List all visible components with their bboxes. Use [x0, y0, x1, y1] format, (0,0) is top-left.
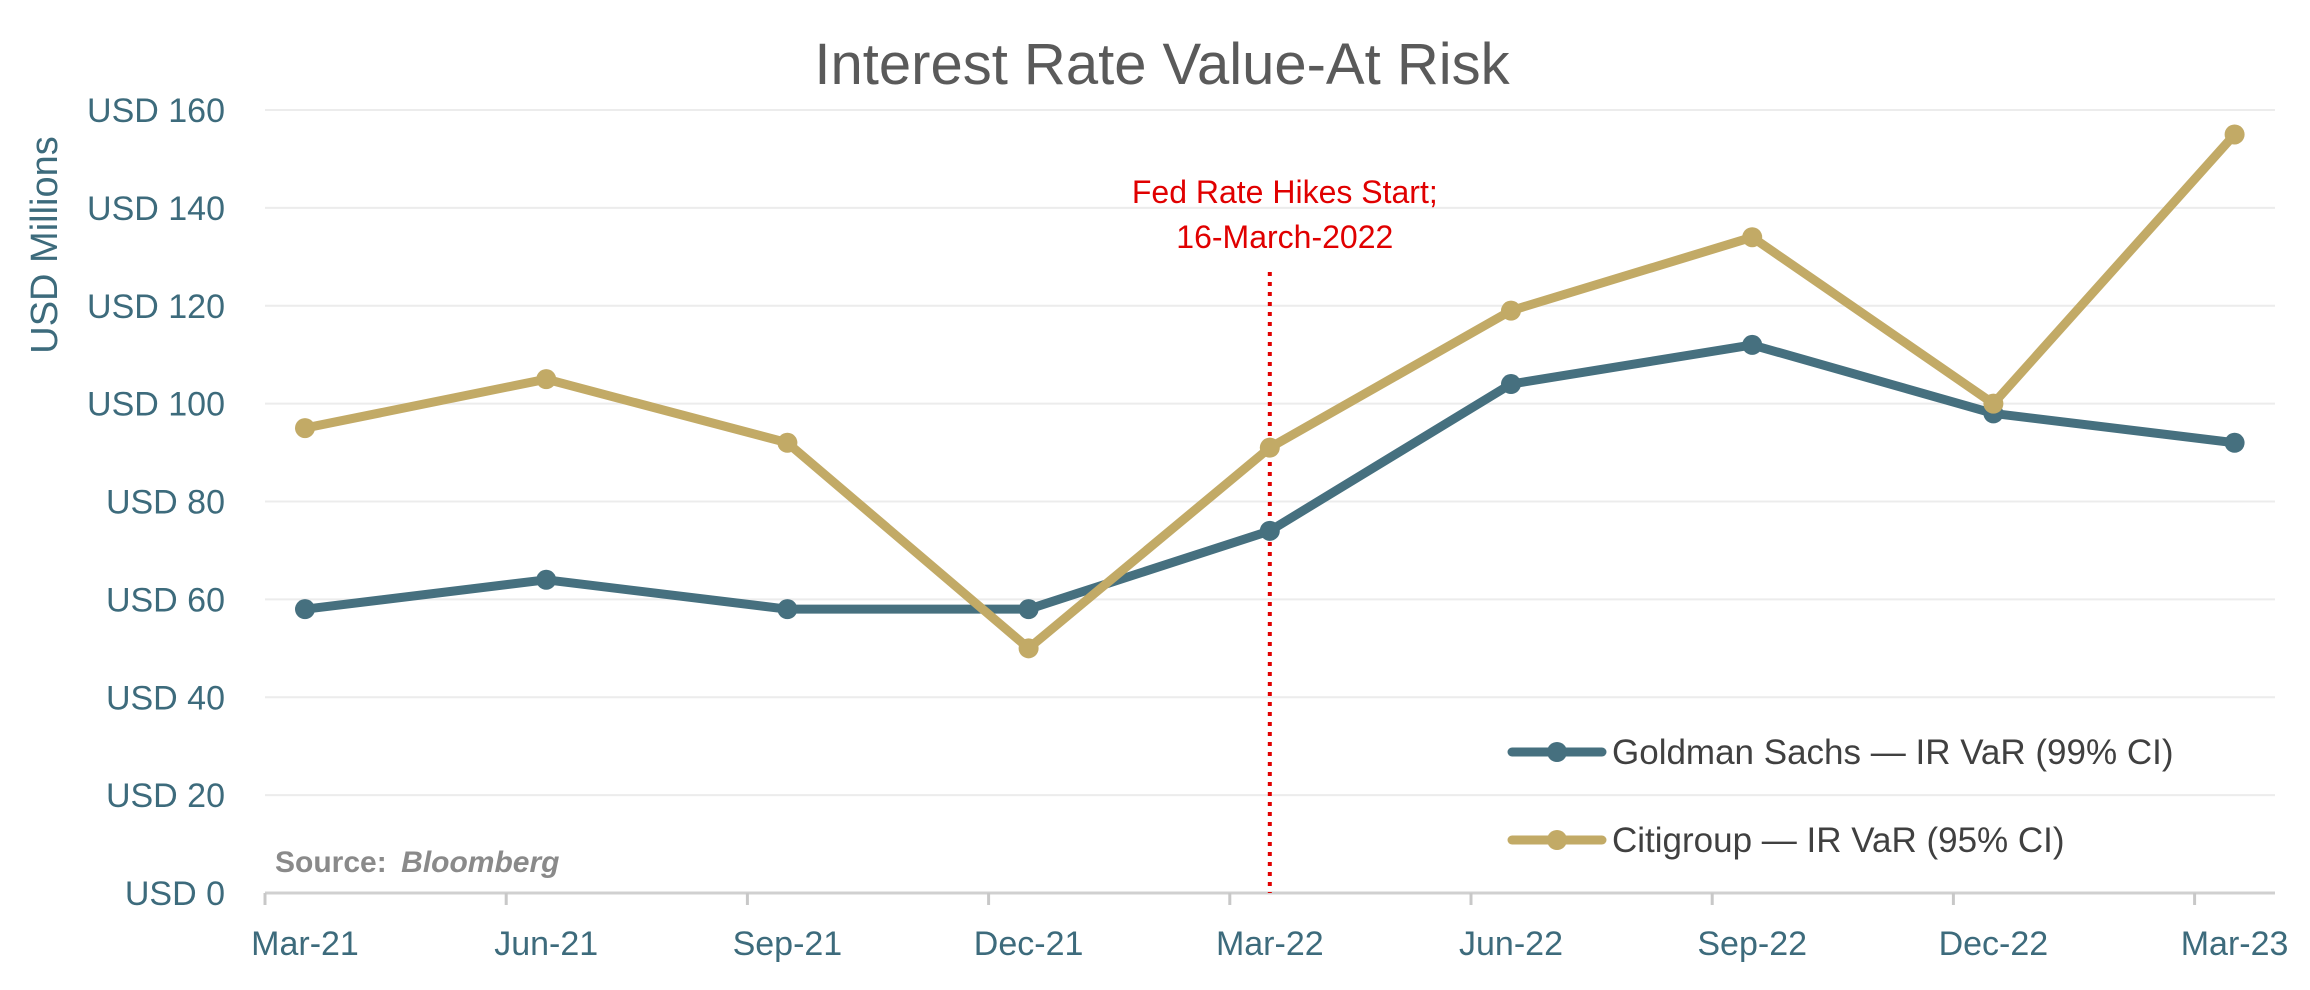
x-tick-label: Mar-22: [1216, 925, 1324, 963]
y-axis-label: USD Millions: [24, 136, 66, 353]
y-tick-label: USD 0: [125, 875, 225, 913]
series-line: [300, 129, 2240, 653]
x-tick-label: Jun-21: [494, 925, 598, 963]
annotation-text: Fed Rate Hikes Start;: [1132, 174, 1438, 210]
data-point: [1742, 334, 1763, 355]
data-point: [1018, 599, 1039, 620]
x-tick-label: Jun-22: [1459, 925, 1563, 963]
legend-swatch-marker: [1547, 742, 1567, 762]
data-point: [2224, 124, 2245, 145]
source-label: Source:: [275, 846, 387, 879]
series-goldman-sachs: [295, 334, 2245, 620]
legend-label: Citigroup — IR VaR (95% CI): [1612, 821, 2065, 860]
y-tick-label: USD 140: [87, 190, 225, 228]
data-point: [1501, 300, 1521, 321]
data-point: [777, 432, 798, 453]
data-point: [295, 418, 315, 439]
legend-swatch-marker: [1547, 830, 1567, 850]
annotation-text: 16-March-2022: [1176, 219, 1393, 255]
legend: Goldman Sachs — IR VaR (99% CI) Citigroup…: [1507, 733, 2174, 860]
source-value: Bloomberg: [401, 846, 559, 879]
data-point: [1501, 374, 1521, 395]
x-tick-label: Mar-21: [251, 925, 359, 963]
y-tick-label: USD 120: [87, 288, 225, 326]
y-tick-label: USD 20: [106, 777, 225, 815]
annotation-group: Fed Rate Hikes Start; 16-March-2022: [1132, 174, 1438, 893]
x-tick-label: Sep-22: [1697, 925, 1807, 963]
axes: USD 0 USD 20 USD 40 USD 60 USD 80 USD 100 USD …: [87, 92, 2288, 963]
data-point: [536, 369, 557, 390]
data-point: [777, 599, 798, 620]
data-point: [1259, 520, 1280, 541]
data-point: [1742, 227, 1763, 248]
x-tick-label: Sep-21: [733, 925, 843, 963]
legend-item: Goldman Sachs — IR VaR (99% CI): [1507, 733, 2174, 772]
series-group: [295, 124, 2245, 659]
y-tick-label: USD 80: [106, 484, 225, 522]
y-tick-label: USD 160: [87, 92, 225, 130]
svg-text:Source: Bloomberg: Source: Bloomberg: [275, 846, 560, 879]
source-note: Source: Bloomberg: [275, 846, 560, 879]
y-tick-label: USD 40: [106, 679, 225, 717]
data-point: [1983, 393, 2004, 414]
x-tick-label: Dec-22: [1939, 925, 2049, 963]
legend-item: Citigroup — IR VaR (95% CI): [1507, 821, 2065, 860]
chart-title: Interest Rate Value-At Risk: [814, 32, 1510, 97]
y-tick-label: USD 60: [106, 581, 225, 619]
x-tick-label: Dec-21: [974, 925, 1084, 963]
legend-label: Goldman Sachs — IR VaR (99% CI): [1612, 733, 2174, 772]
data-point: [536, 569, 557, 590]
data-point: [1018, 638, 1039, 659]
x-tick-label: Mar-23: [2181, 925, 2289, 963]
y-tick-label: USD 100: [87, 386, 225, 424]
data-point: [295, 599, 315, 620]
series-citigroup: [295, 124, 2245, 659]
data-point: [2224, 432, 2245, 453]
data-point: [1259, 437, 1280, 458]
